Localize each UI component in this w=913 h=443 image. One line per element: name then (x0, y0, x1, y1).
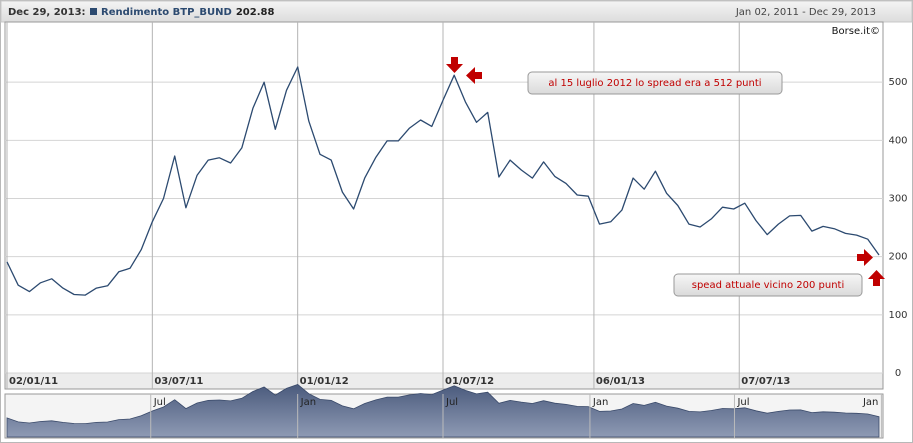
legend-label: Rendimento BTP_BUND (101, 7, 232, 18)
navigator-label: Jul (153, 397, 166, 408)
arrow-right (857, 249, 873, 266)
date-label: Dec 29, 2013: (8, 7, 86, 18)
watermark: Borse.it© (832, 26, 880, 37)
series-line (6, 66, 880, 296)
y-tick-label: 100 (888, 310, 907, 321)
arrow-up (868, 270, 885, 286)
navigator-label: Jan (862, 397, 878, 408)
annotation-box (673, 273, 863, 297)
navigator-label: Jul (445, 397, 458, 408)
y-tick-label: 0 (895, 368, 901, 379)
x-tick-label: 01/01/12 (300, 376, 349, 387)
legend-swatch (90, 8, 97, 15)
last-value: 202.88 (236, 7, 275, 18)
navigator-label: Jul (736, 397, 749, 408)
navigator-label: Jan (592, 397, 608, 408)
arrow-left (466, 67, 482, 84)
y-tick-label: 400 (888, 135, 907, 146)
range-label: Jan 02, 2011 - Dec 29, 2013 (735, 7, 876, 18)
x-tick-label: 01/07/12 (445, 376, 494, 387)
y-tick-label: 500 (888, 77, 907, 88)
x-tick-label: 02/01/11 (9, 376, 58, 387)
arrow-down (446, 57, 463, 73)
navigator-label: Jan (300, 397, 316, 408)
x-tick-label: 06/01/13 (596, 376, 645, 387)
y-tick-label: 200 (888, 252, 907, 263)
annotation: spead attuale vicino 200 punti (692, 280, 845, 291)
y-tick-label: 300 (888, 194, 907, 205)
x-tick-label: 07/07/13 (741, 376, 790, 387)
annotations: al 15 luglio 2012 lo spread era a 512 pu… (446, 57, 885, 297)
annotation-box (527, 71, 783, 95)
x-tick-label: 03/07/11 (154, 376, 203, 387)
annotation: al 15 luglio 2012 lo spread era a 512 pu… (548, 78, 761, 89)
